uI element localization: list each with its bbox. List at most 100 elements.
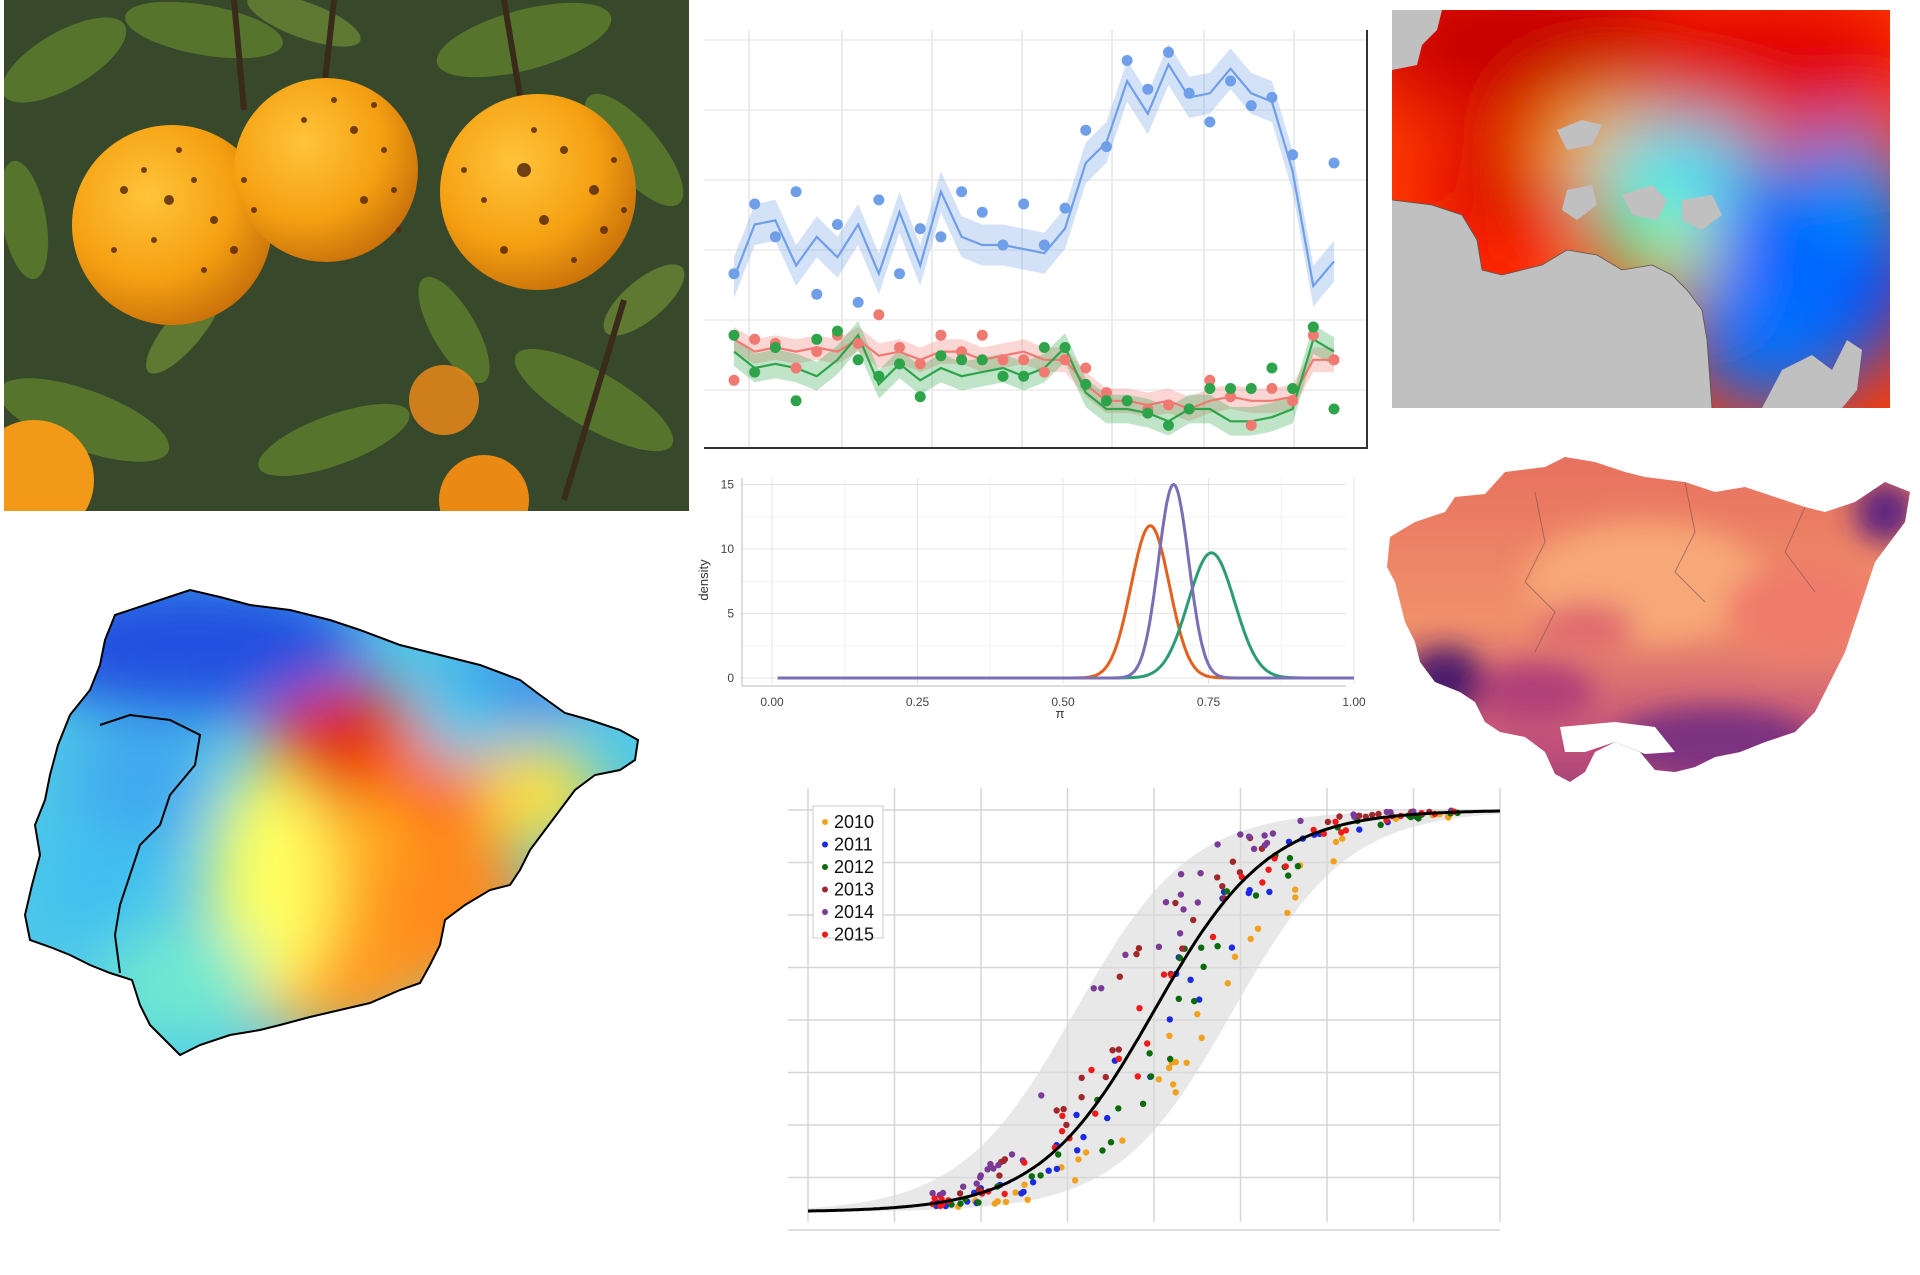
sigmoid-point [1058, 1128, 1066, 1135]
sigmoid-point [1183, 1059, 1190, 1066]
sigmoid-point [1342, 827, 1350, 834]
ts-point [790, 186, 802, 198]
sigmoid-point [1021, 1181, 1028, 1188]
sigmoid-point [1250, 845, 1258, 853]
ts-point [852, 296, 864, 308]
sigmoid-point [1116, 973, 1123, 980]
basque-country-map [1385, 452, 1920, 872]
sigmoid-point [1375, 810, 1382, 818]
sigmoid-grid [788, 788, 1501, 1231]
ts-point [728, 329, 740, 341]
ts-point [749, 333, 761, 345]
sigmoid-point [1231, 953, 1239, 960]
ts-point [1183, 87, 1195, 99]
ts-point [1059, 202, 1071, 214]
density-x-tick-label: 0.00 [760, 695, 784, 709]
ts-point [749, 198, 761, 210]
ts-point [976, 329, 988, 341]
ts-point [873, 370, 885, 382]
sigmoid-legend-label: 2011 [834, 835, 873, 855]
sigmoid-point [1115, 1105, 1122, 1112]
sigmoid-point [1237, 831, 1244, 838]
ts-point [997, 370, 1009, 382]
ts-point [935, 350, 947, 362]
sigmoid-point [1144, 1040, 1151, 1047]
density-x-tick-label: 1.00 [1342, 695, 1366, 709]
sigmoid-point [1134, 1073, 1141, 1080]
sigmoid-point [1147, 1073, 1155, 1080]
sigmoid-point [1109, 1047, 1116, 1054]
sigmoid-point [1008, 1151, 1016, 1158]
density-chart: 0.00 0.25 0.50 0.75 1.00 0 5 10 15 π density [694, 468, 1374, 728]
ts-point [831, 219, 843, 230]
sigmoid-point [1102, 1073, 1109, 1081]
sigmoid-point [1324, 818, 1332, 826]
sigmoid-point [960, 1183, 967, 1190]
sigmoid-point [1294, 863, 1302, 870]
sigmoid-point [1339, 835, 1346, 842]
sigmoid-legend-label: 2013 [834, 880, 874, 900]
sigmoid-point [1167, 1055, 1174, 1063]
ts-point [852, 337, 864, 349]
sigmoid-point [1104, 1114, 1111, 1122]
sigmoid-point [1169, 1081, 1177, 1088]
ts-point [956, 354, 968, 366]
sigmoid-legend-box [812, 805, 884, 939]
sigmoid-point [1092, 1110, 1099, 1117]
sigmoid-point [1136, 1005, 1143, 1012]
ts-point [811, 333, 823, 345]
sigmoid-point [996, 1172, 1003, 1179]
sigmoid-point [1021, 1159, 1028, 1166]
ts-ribbon-1 [734, 327, 1334, 422]
ts-point [1080, 124, 1092, 136]
sigmoid-point [1155, 1076, 1162, 1083]
ts-point [1307, 329, 1319, 341]
sigmoid-legend-label: 2010 [834, 812, 874, 832]
density-y-tick-label: 0 [727, 671, 734, 685]
ts-point [1018, 370, 1030, 382]
ts-point [831, 325, 843, 337]
sigmoid-point [931, 1195, 938, 1202]
ts-point [1183, 403, 1195, 415]
sigmoid-point [1214, 874, 1221, 881]
ts-point [1018, 198, 1030, 210]
ts-point [1162, 46, 1174, 58]
ts-point [1121, 55, 1133, 66]
sigmoid-point [1415, 815, 1422, 822]
ts-point [976, 354, 988, 366]
sigmoid-point [975, 1199, 982, 1206]
sigmoid-point [1356, 826, 1363, 833]
sigmoid-point [1228, 944, 1236, 951]
ts-point [1080, 362, 1092, 374]
sigmoid-legend-marker [822, 931, 828, 938]
sigmoid-point [1073, 1111, 1080, 1119]
sigmoid-point [1029, 1179, 1037, 1186]
sigmoid-point [977, 1172, 984, 1179]
sigmoid-point [1269, 830, 1277, 837]
ts-point [956, 186, 968, 198]
ts-point [1307, 321, 1319, 333]
sigmoid-point [1166, 1016, 1173, 1023]
time-series-chart [704, 30, 1369, 450]
ts-point [873, 309, 885, 321]
sigmoid-point [1292, 886, 1299, 893]
sigmoid-point [1078, 1094, 1085, 1101]
ts-line-0 [732, 62, 1335, 289]
sigmoid-point [929, 1189, 936, 1197]
sigmoid-point [1198, 944, 1205, 951]
density-y-tick-label: 15 [721, 477, 735, 491]
sigmoid-point [1194, 899, 1201, 906]
ts-point [1225, 383, 1237, 394]
sigmoid-point [1172, 1058, 1179, 1066]
sigmoid-point [1080, 1133, 1087, 1141]
sigmoid-point [1369, 811, 1376, 819]
sigmoid-point [1223, 888, 1230, 895]
sigmoid-point [1387, 809, 1394, 816]
sigmoid-point [1297, 817, 1304, 825]
sigmoid-legend-marker [822, 886, 828, 893]
ts-point [914, 223, 926, 235]
ts-point [894, 268, 906, 280]
ts-point [811, 346, 823, 358]
sigmoid-point [1060, 1105, 1067, 1113]
